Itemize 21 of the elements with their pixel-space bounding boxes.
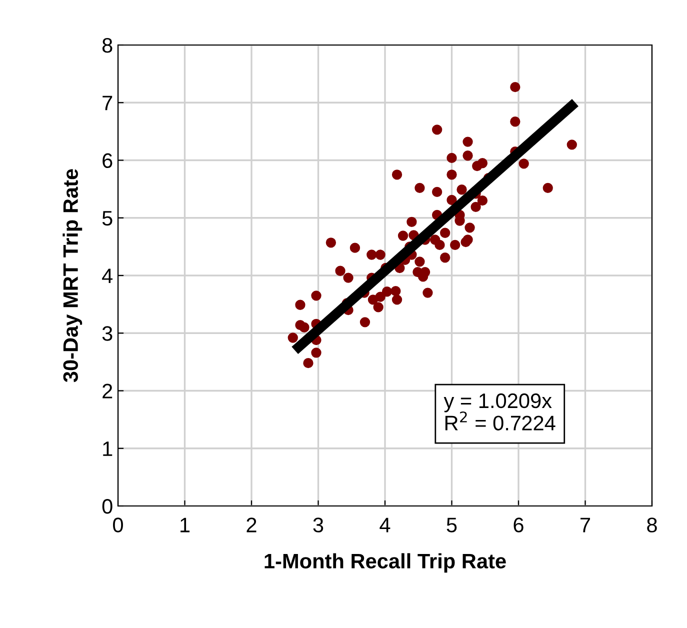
y-tick-label: 0: [102, 499, 112, 514]
x-tick-label: 2: [246, 518, 256, 532]
y-tick-label: 7: [102, 96, 112, 110]
x-axis-title: 1-Month Recall Trip Rate: [264, 553, 506, 573]
x-tick-label: 5: [446, 518, 457, 532]
x-tick-label: 6: [514, 518, 524, 532]
annotation: y = 1.0209x R$^{2}$ = 0.7224: [444, 393, 556, 430]
x-tick-label: 7: [580, 518, 590, 532]
y-tick-label: 1: [103, 442, 112, 456]
x-tick-label: 8: [647, 518, 657, 532]
y-tick-label: 5: [102, 211, 112, 226]
x-tick-label: 4: [380, 518, 390, 532]
y-tick-label: 2: [102, 384, 112, 398]
y-tick-label: 6: [102, 153, 112, 168]
x-tick-label: 0: [113, 518, 123, 532]
x-tick-label: 1: [180, 518, 190, 532]
y-tick-label: 8: [102, 38, 112, 53]
y-axis-title: 30-Day MRT Trip Rate: [62, 169, 82, 382]
y-tick-label: 4: [102, 268, 113, 284]
y-tick-label: 3: [102, 326, 112, 341]
x-tick-label: 3: [313, 518, 324, 532]
